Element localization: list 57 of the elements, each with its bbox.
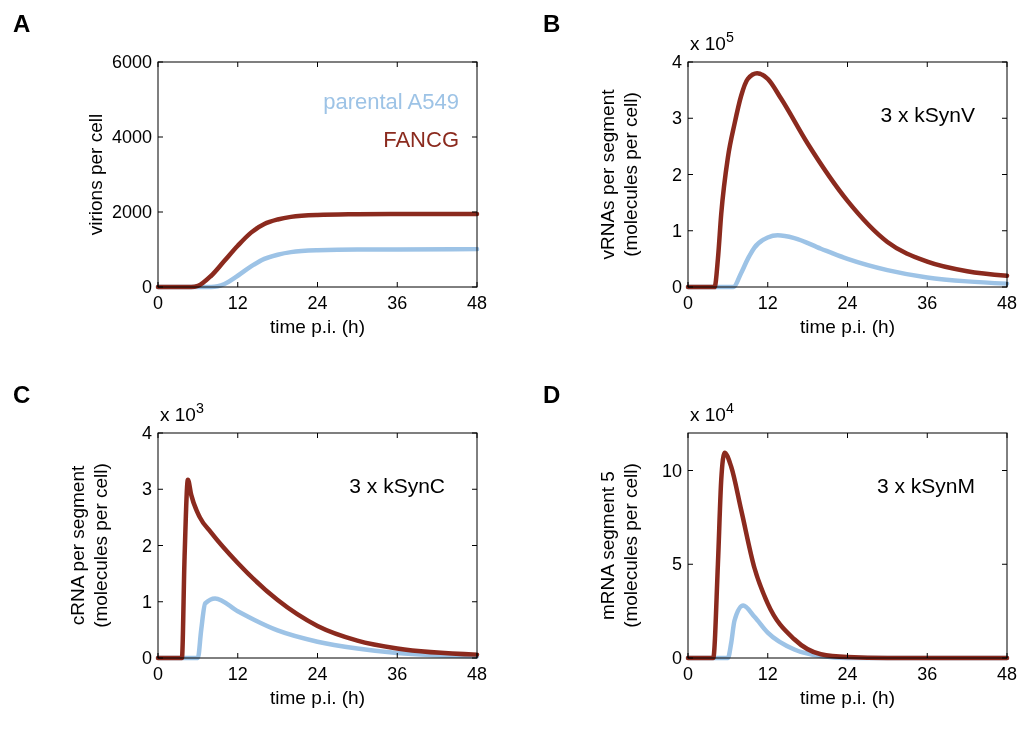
- x-tick-label: 12: [227, 293, 248, 313]
- y-tick-label: 2: [671, 164, 682, 185]
- x-tick-label: 48: [996, 293, 1018, 313]
- x-tick-label: 48: [996, 664, 1018, 684]
- x-tick-label: 24: [307, 293, 328, 313]
- text: x 10$^{3}$: [160, 400, 204, 425]
- x-tick-label: 36: [387, 293, 408, 313]
- x-tick-label: 36: [917, 664, 938, 684]
- x-axis-title: time p.i. (h): [269, 316, 366, 337]
- text: FANCG: [383, 127, 459, 152]
- y-tick-label: 0: [671, 648, 682, 668]
- y-axis-title: vRNAs per segment (molecules per cell): [597, 88, 641, 260]
- text: x 10$^{4}$: [690, 400, 734, 425]
- x-tick-label: 24: [307, 664, 328, 684]
- x-tick-label: 24: [837, 293, 858, 313]
- y-tick-label: 3: [141, 479, 152, 500]
- y-tick-label: 2: [141, 535, 152, 556]
- x-tick-label: 36: [917, 293, 938, 313]
- x-tick-label: 24: [837, 664, 858, 684]
- x-axis-title: time p.i. (h): [799, 316, 896, 337]
- y-tick-label: 0: [141, 277, 152, 297]
- annotation: 3 x kSynV: [880, 103, 975, 126]
- x-tick-label: 12: [227, 664, 248, 684]
- x-tick-label: 36: [387, 664, 408, 684]
- y-tick-label: 6000: [111, 52, 152, 72]
- y-tick-label: 2000: [111, 202, 152, 222]
- y-tick-label: 1: [141, 591, 152, 612]
- annotation: 3 x kSynC: [349, 474, 445, 497]
- y-tick-label: 1: [671, 220, 682, 241]
- chart-title: D: [543, 381, 561, 408]
- line-series: [155, 477, 480, 661]
- chart-title: C: [13, 381, 31, 408]
- chart-title: B: [543, 10, 561, 37]
- y-axis-title: virions per cell: [85, 113, 106, 236]
- y-tick-label: 0: [141, 648, 152, 668]
- x-tick-label: 48: [466, 664, 488, 684]
- line-series: [685, 450, 1010, 661]
- chart-title: A: [13, 10, 31, 37]
- y-tick-label: 4000: [111, 127, 152, 147]
- y-tick-label: 3: [671, 108, 682, 129]
- line-series: [685, 71, 1010, 290]
- y-tick-label: 5: [671, 554, 682, 575]
- text: parental A549: [323, 89, 459, 114]
- y-axis-title: cRNA per segment (molecules per cell): [67, 463, 111, 628]
- y-tick-label: 4: [141, 423, 152, 443]
- y-tick-label: 10: [661, 460, 682, 481]
- y-axis-title: mRNA segment 5 (molecules per cell): [597, 463, 641, 628]
- text: x 10$^{5}$: [690, 29, 734, 54]
- x-axis-title: time p.i. (h): [799, 687, 896, 708]
- line-series: [155, 211, 480, 290]
- y-tick-label: 4: [671, 52, 682, 72]
- x-tick-label: 48: [466, 293, 488, 313]
- y-tick-label: 0: [671, 277, 682, 297]
- annotation: 3 x kSynM: [876, 474, 975, 497]
- x-tick-label: 12: [757, 293, 778, 313]
- x-tick-label: 12: [757, 664, 778, 684]
- x-axis-title: time p.i. (h): [269, 687, 366, 708]
